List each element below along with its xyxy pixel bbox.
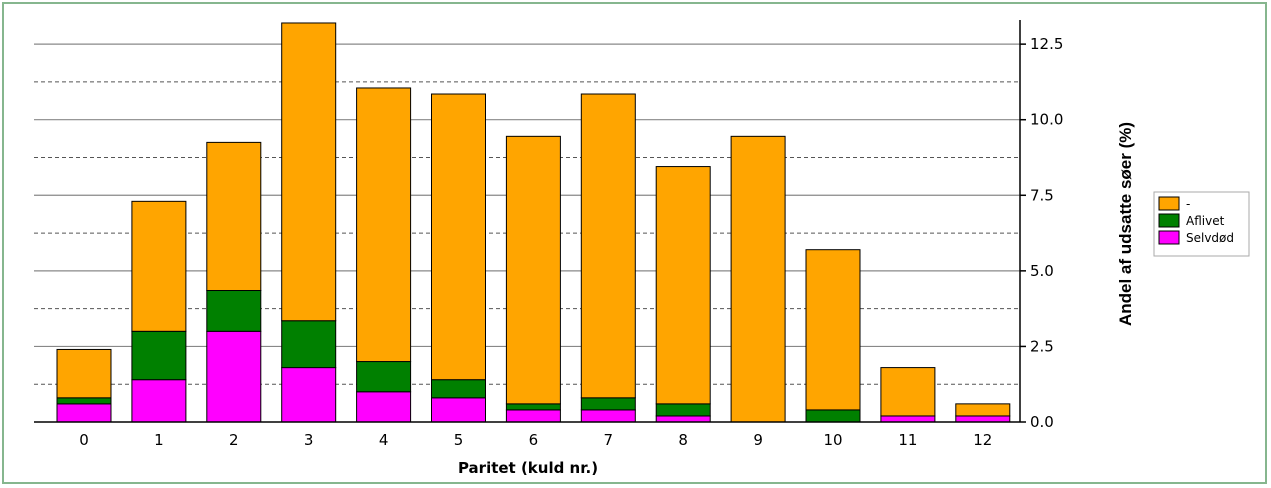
bar-segment-selvdd-3 bbox=[281, 367, 337, 423]
y-tick-label: 2.5 bbox=[1030, 337, 1054, 355]
bar-segment--7 bbox=[580, 93, 636, 399]
y-axis-title: Andel af udsatte søer (%) bbox=[1116, 122, 1135, 326]
bar-segment-selvdd-11 bbox=[880, 415, 936, 423]
x-tick-label-0: 0 bbox=[79, 431, 89, 449]
x-tick-label-11: 11 bbox=[898, 431, 917, 449]
bar-segment--11 bbox=[880, 367, 936, 417]
x-tick-label-10: 10 bbox=[823, 431, 842, 449]
x-tick-label-8: 8 bbox=[678, 431, 688, 449]
bar-segment-aflivet-5 bbox=[431, 379, 486, 399]
bar-segment-selvdd-8 bbox=[655, 415, 711, 423]
y-tick-labels: 0.0 2.5 5.0 7.5 10.0 12.5 bbox=[1030, 35, 1063, 431]
x-tick-label-9: 9 bbox=[753, 431, 763, 449]
legend-swatch-0 bbox=[1158, 196, 1180, 211]
x-tick-label-2: 2 bbox=[229, 431, 239, 449]
bars bbox=[56, 22, 1011, 423]
bar-segment-selvdd-4 bbox=[356, 391, 412, 423]
bar-segment-selvdd-2 bbox=[206, 330, 262, 423]
x-tick-label-6: 6 bbox=[529, 431, 539, 449]
legend-label-1: Aflivet bbox=[1186, 214, 1225, 228]
bar-segment-aflivet-3 bbox=[281, 320, 337, 369]
bar-segment--2 bbox=[206, 141, 262, 292]
y-tick-label: 7.5 bbox=[1030, 186, 1054, 204]
legend-label-2: Selvdød bbox=[1186, 231, 1234, 245]
bar-segment-aflivet-6 bbox=[505, 403, 561, 411]
bar-segment-aflivet-4 bbox=[356, 361, 412, 393]
y-tick-label: 0.0 bbox=[1030, 413, 1054, 431]
bar-segment-selvdd-7 bbox=[580, 409, 636, 423]
legend-swatch-1 bbox=[1158, 213, 1180, 228]
legend-label-0: - bbox=[1186, 197, 1190, 211]
y-tick-label: 12.5 bbox=[1030, 35, 1063, 53]
x-axis-title: Paritet (kuld nr.) bbox=[458, 459, 598, 477]
bar-segment-selvdd-5 bbox=[431, 397, 486, 423]
legend: - Aflivet Selvdød bbox=[1153, 191, 1250, 257]
bar-segment--3 bbox=[281, 22, 337, 322]
bar-segment-aflivet-8 bbox=[655, 403, 711, 417]
bar-segment--6 bbox=[505, 135, 561, 405]
bar-segment-aflivet-1 bbox=[131, 330, 187, 381]
bar-segment--8 bbox=[655, 166, 711, 405]
x-tick-label-5: 5 bbox=[454, 431, 464, 449]
bar-segment-selvdd-0 bbox=[56, 403, 112, 423]
bar-segment--4 bbox=[356, 87, 412, 363]
x-tick-label-7: 7 bbox=[604, 431, 614, 449]
bar-segment--10 bbox=[805, 249, 861, 411]
stacked-bar-chart: 0 1 2 3 4 5 6 7 8 9 10 11 12 0.02.55.07.510.012.5 Pa… bbox=[34, 20, 1250, 477]
x-tick-label-1: 1 bbox=[154, 431, 164, 449]
legend-swatch-2 bbox=[1158, 230, 1180, 245]
bar-segment-aflivet-0 bbox=[56, 397, 112, 405]
axes bbox=[34, 20, 1026, 423]
x-tick-label-3: 3 bbox=[304, 431, 314, 449]
x-tick-label-12: 12 bbox=[973, 431, 992, 449]
bar-segment-selvdd-6 bbox=[505, 409, 561, 423]
bar-segment-aflivet-2 bbox=[206, 290, 262, 332]
bar-segment--0 bbox=[56, 348, 112, 399]
bar-segment--1 bbox=[131, 200, 187, 332]
x-tick-labels: 0 1 2 3 4 5 6 7 8 9 10 11 12 bbox=[79, 431, 992, 449]
bar-segment--12 bbox=[955, 403, 1011, 417]
bar-segment-selvdd-1 bbox=[131, 379, 187, 423]
bar-segment--9 bbox=[730, 135, 786, 423]
bar-segment-aflivet-7 bbox=[580, 397, 636, 411]
bar-segment-selvdd-12 bbox=[955, 415, 1011, 423]
y-tick-label: 5.0 bbox=[1030, 262, 1054, 280]
y-tick-label: 10.0 bbox=[1030, 111, 1063, 129]
x-tick-label-4: 4 bbox=[379, 431, 389, 449]
bar-segment-aflivet-10 bbox=[805, 409, 861, 423]
bar-segment--5 bbox=[431, 93, 486, 381]
